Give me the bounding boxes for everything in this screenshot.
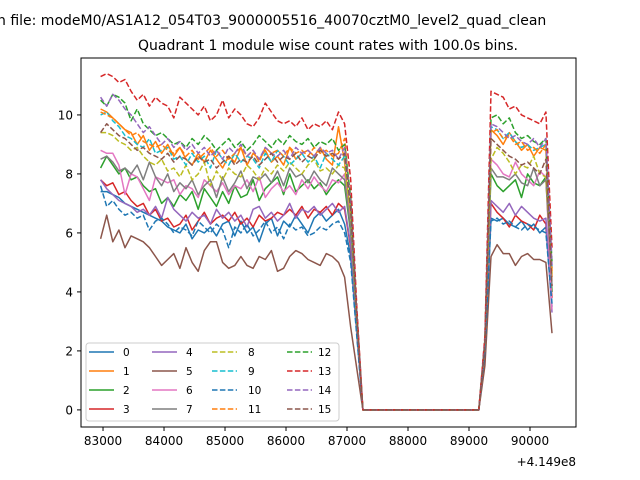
legend-label-5: 5 xyxy=(186,366,193,378)
y-tick-label: 8 xyxy=(65,167,73,181)
y-tick-label: 10 xyxy=(58,108,73,122)
legend-label-12: 12 xyxy=(318,347,331,359)
legend-box xyxy=(85,342,340,422)
legend-label-15: 15 xyxy=(318,404,331,416)
x-offset-label: +4.149e8 xyxy=(517,455,576,469)
series-lines xyxy=(99,72,553,411)
x-tick-label: 87000 xyxy=(328,434,366,448)
legend-label-1: 1 xyxy=(123,366,130,378)
x-tick-label: 84000 xyxy=(145,434,183,448)
y-tick-label: 0 xyxy=(65,403,73,417)
legend-label-10: 10 xyxy=(248,385,261,397)
legend-label-11: 11 xyxy=(248,404,261,416)
x-tick-label: 89000 xyxy=(450,434,488,448)
legend-label-8: 8 xyxy=(248,347,255,359)
x-tick-label: 90000 xyxy=(511,434,549,448)
y-tick-label: 2 xyxy=(65,344,73,358)
legend-label-3: 3 xyxy=(123,404,130,416)
legend-label-0: 0 xyxy=(123,347,130,359)
legend-label-9: 9 xyxy=(248,366,255,378)
series-line-15 xyxy=(99,123,553,411)
legend-label-13: 13 xyxy=(318,366,331,378)
x-tick-label: 86000 xyxy=(267,434,305,448)
legend-label-4: 4 xyxy=(186,347,193,359)
figure-suptitle: n file: modeM0/AS1A12_054T03_9000005516_… xyxy=(0,13,546,29)
x-axis: 83000 84000 85000 86000 87000 88000 89000 90000 xyxy=(84,427,549,448)
y-tick-label: 4 xyxy=(65,285,73,299)
y-axis: 0 2 4 6 8 10 xyxy=(58,108,81,417)
plot-frame xyxy=(80,57,577,428)
legend-label-2: 2 xyxy=(123,385,130,397)
legend-label-7: 7 xyxy=(186,404,193,416)
x-tick-label: 88000 xyxy=(389,434,427,448)
x-tick-label: 83000 xyxy=(84,434,122,448)
chart-title: Quadrant 1 module wise count rates with … xyxy=(138,38,518,54)
legend-label-14: 14 xyxy=(318,385,332,397)
legend-label-6: 6 xyxy=(186,385,193,397)
y-tick-label: 6 xyxy=(65,226,73,240)
series-line-13 xyxy=(100,72,553,411)
x-tick-label: 85000 xyxy=(206,434,244,448)
